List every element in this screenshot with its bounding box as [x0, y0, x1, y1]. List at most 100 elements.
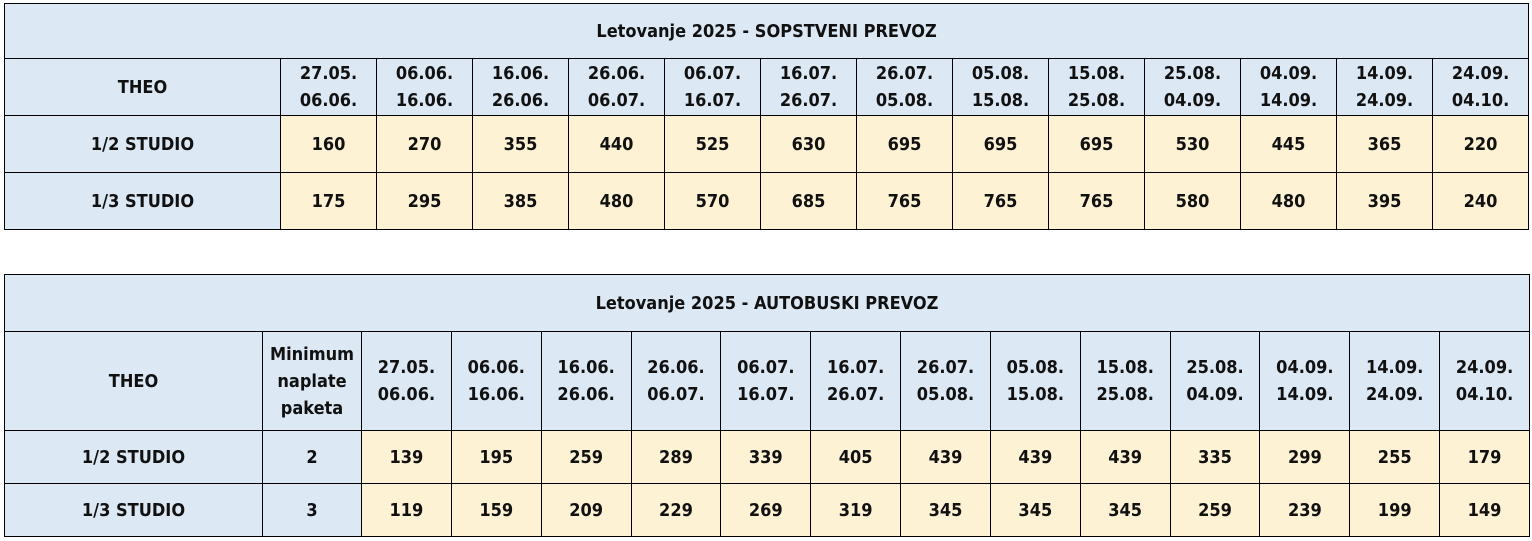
- price-cell: 439: [1079, 430, 1171, 484]
- period-date: 16.06.: [557, 357, 615, 378]
- period-header: 04.09. 14.09.: [1259, 331, 1351, 431]
- price-cell: 440: [568, 115, 665, 173]
- price-cell: 345: [900, 483, 991, 537]
- period-header: 25.08. 04.09.: [1169, 331, 1261, 431]
- period-header: 25.08. 04.09.: [1144, 58, 1241, 116]
- period-date: 06.07.: [737, 357, 795, 378]
- price-cell: 149: [1439, 483, 1530, 537]
- period-date: 25.08.: [1067, 90, 1126, 111]
- price-cell: 335: [1169, 430, 1261, 484]
- price-cell: 220: [1431, 115, 1530, 173]
- period-header: 05.08. 15.08.: [952, 58, 1049, 116]
- period-date: 27.05.: [299, 63, 358, 84]
- period-date: 04.09.: [1259, 63, 1318, 84]
- minimum-header-line: Minimum: [269, 343, 355, 365]
- period-date: 27.05.: [377, 357, 436, 378]
- price-cell: 175: [280, 172, 377, 230]
- period-date: 06.06.: [299, 90, 358, 111]
- period-date: 25.08.: [1163, 63, 1222, 84]
- period-header: 24.09. 04.10.: [1431, 58, 1530, 116]
- period-date: 24.09.: [1455, 357, 1514, 378]
- period-header: 26.06. 06.07.: [630, 331, 722, 431]
- room-type-label: 1/3 STUDIO: [4, 483, 263, 537]
- minimum-header-line: paketa: [280, 397, 344, 419]
- period-date: 26.07.: [779, 90, 838, 111]
- period-date: 25.08.: [1096, 384, 1154, 405]
- period-header: 06.07. 16.07.: [720, 331, 812, 431]
- price-cell: 685: [760, 172, 857, 230]
- price-cell: 139: [361, 430, 452, 484]
- price-cell: 695: [1048, 115, 1145, 173]
- price-cell: 439: [900, 430, 991, 484]
- price-cell: 765: [1048, 172, 1145, 230]
- price-cell: 445: [1240, 115, 1337, 173]
- period-date: 15.08.: [1096, 357, 1154, 378]
- price-cell: 695: [856, 115, 953, 173]
- minimum-header-line: naplate: [277, 370, 347, 392]
- table-row: 1/2 STUDIO 160 270 355 440 525 630 695 695 695 53…: [4, 115, 1530, 173]
- period-date: 15.08.: [971, 90, 1030, 111]
- period-date: 06.07.: [683, 63, 742, 84]
- period-date: 05.08.: [916, 384, 975, 405]
- period-header: 26.07. 05.08.: [856, 58, 953, 116]
- period-date: 16.06.: [491, 63, 550, 84]
- price-cell: 630: [760, 115, 857, 173]
- period-date: 04.09.: [1186, 384, 1244, 405]
- price-cell: 480: [1240, 172, 1337, 230]
- price-cell: 289: [630, 430, 722, 484]
- price-cell: 119: [361, 483, 452, 537]
- price-cell: 525: [664, 115, 761, 173]
- period-date: 04.09.: [1276, 357, 1334, 378]
- price-cell: 695: [952, 115, 1049, 173]
- period-date: 06.06.: [395, 63, 454, 84]
- period-date: 16.07.: [779, 63, 838, 84]
- period-date: 14.09.: [1259, 90, 1318, 111]
- period-date: 26.06.: [587, 63, 646, 84]
- price-cell: 570: [664, 172, 761, 230]
- room-type-label: 1/3 STUDIO: [4, 172, 281, 230]
- room-type-label: 1/2 STUDIO: [4, 115, 281, 173]
- period-header: 16.07. 26.07.: [760, 58, 857, 116]
- period-date: 05.08.: [1006, 357, 1065, 378]
- period-header: 06.07. 16.07.: [664, 58, 761, 116]
- price-cell: 765: [856, 172, 953, 230]
- price-cell: 385: [472, 172, 569, 230]
- period-date: 26.07.: [826, 384, 885, 405]
- period-date: 26.06.: [491, 90, 550, 111]
- price-cell: 345: [989, 483, 1081, 537]
- price-cell: 339: [720, 430, 812, 484]
- price-cell: 480: [568, 172, 665, 230]
- period-date: 14.09.: [1355, 63, 1414, 84]
- period-date: 16.06.: [467, 384, 525, 405]
- price-cell: 229: [630, 483, 722, 537]
- price-cell: 179: [1439, 430, 1530, 484]
- period-header: 27.05. 06.06.: [361, 331, 452, 431]
- period-header: 15.08. 25.08.: [1048, 58, 1145, 116]
- price-cell: 365: [1336, 115, 1433, 173]
- period-header: 24.09. 04.10.: [1439, 331, 1530, 431]
- price-cell: 269: [720, 483, 812, 537]
- period-header: 14.09. 24.09.: [1336, 58, 1433, 116]
- minimum-packages: 3: [262, 483, 362, 537]
- period-header: 06.06. 16.06.: [450, 331, 542, 431]
- period-date: 04.10.: [1451, 90, 1510, 111]
- price-cell: 240: [1431, 172, 1530, 230]
- table-row: 1/3 STUDIO 3 119 159 209 229 269 319 345 345 345…: [4, 483, 1530, 537]
- price-cell: 159: [450, 483, 542, 537]
- price-cell: 160: [280, 115, 377, 173]
- price-cell: 239: [1259, 483, 1351, 537]
- price-cell: 355: [472, 115, 569, 173]
- corner-label: THEO: [4, 58, 281, 116]
- price-cell: 765: [952, 172, 1049, 230]
- price-cell: 395: [1336, 172, 1433, 230]
- price-cell: 199: [1349, 483, 1441, 537]
- period-header-row: THEO Minimum naplate paketa 27.05. 06.06.…: [4, 331, 1530, 431]
- period-date: 26.07.: [916, 357, 975, 378]
- minimum-packages: 2: [262, 430, 362, 484]
- period-date: 26.06.: [647, 357, 705, 378]
- minimum-header: Minimum naplate paketa: [262, 331, 362, 431]
- period-date: 26.06.: [557, 384, 615, 405]
- period-date: 16.07.: [826, 357, 885, 378]
- period-date: 05.08.: [875, 90, 934, 111]
- period-date: 14.09.: [1276, 384, 1334, 405]
